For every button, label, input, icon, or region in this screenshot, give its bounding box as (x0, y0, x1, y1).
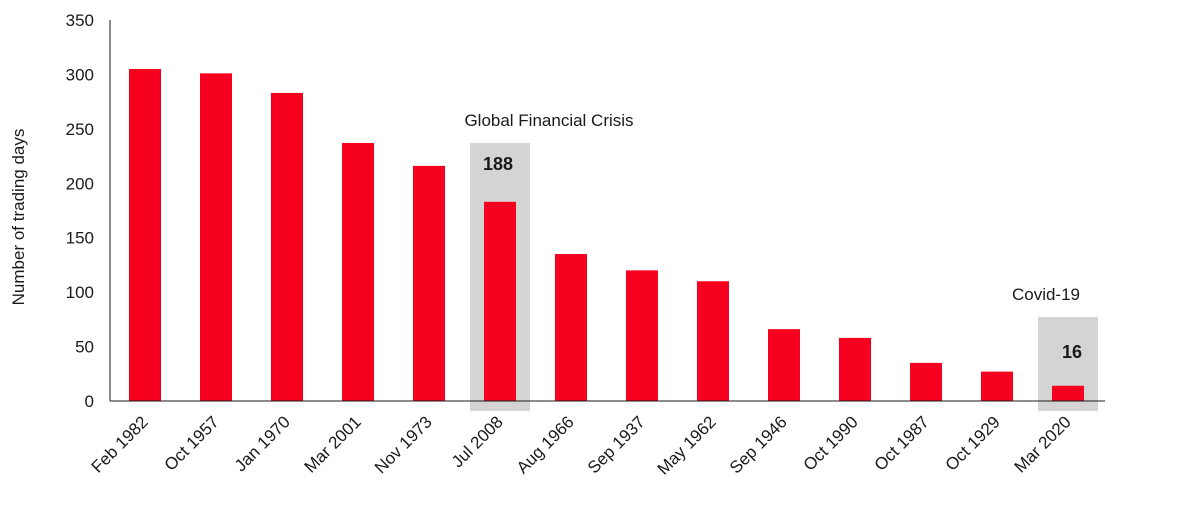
bar (910, 362, 942, 401)
bar (484, 201, 516, 401)
bar (413, 165, 445, 401)
bar (626, 270, 658, 401)
bar (342, 143, 374, 401)
y-tick-label: 0 (85, 392, 94, 411)
y-tick-label: 50 (75, 338, 94, 357)
y-axis-title: Number of trading days (9, 129, 28, 306)
bar-layer (129, 68, 1084, 401)
x-tick-label: Jan 1970 (231, 412, 294, 475)
y-tick-label: 200 (66, 174, 94, 193)
annotation-value: 188 (483, 154, 513, 174)
x-tick-label: May 1962 (654, 412, 720, 478)
y-tick-label: 350 (66, 11, 94, 30)
x-tick-label: Sep 1937 (584, 412, 649, 477)
x-tick-label: Jul 2008 (448, 412, 507, 471)
x-tick-layer: Feb 1982 Oct 1957 Jan 1970 Mar 2001 Nov 1973… (88, 412, 1075, 478)
x-tick-label: Sep 1946 (726, 412, 791, 477)
bar (839, 337, 871, 401)
y-tick-label: 100 (66, 283, 94, 302)
bar (271, 92, 303, 401)
x-tick-label: Nov 1973 (371, 412, 436, 477)
x-tick-label: Mar 2020 (1011, 412, 1075, 476)
bar (129, 68, 161, 401)
bar (768, 329, 800, 401)
bar (555, 254, 587, 401)
annotation-layer: Global Financial Crisis 188 Covid-19 16 (464, 111, 1082, 362)
x-tick-label: Oct 1957 (161, 412, 223, 474)
x-tick-label: Mar 2001 (301, 412, 365, 476)
annotation-value: 16 (1062, 342, 1082, 362)
annotation-label: Covid-19 (1012, 285, 1080, 304)
bar (200, 73, 232, 401)
y-tick-layer: 0 50 100 150 200 250 300 350 (66, 11, 94, 411)
bar (697, 281, 729, 401)
y-tick-label: 250 (66, 120, 94, 139)
x-tick-label: Oct 1990 (800, 412, 862, 474)
axes-layer (109, 20, 1105, 402)
y-tick-label: 300 (66, 65, 94, 84)
x-tick-label: Oct 1929 (942, 412, 1004, 474)
y-tick-label: 150 (66, 229, 94, 248)
bar (981, 371, 1013, 401)
x-tick-label: Aug 1966 (513, 412, 578, 477)
x-tick-label: Oct 1987 (871, 412, 933, 474)
annotation-label: Global Financial Crisis (464, 111, 633, 130)
bar (1052, 385, 1084, 401)
x-tick-label: Feb 1982 (88, 412, 152, 476)
